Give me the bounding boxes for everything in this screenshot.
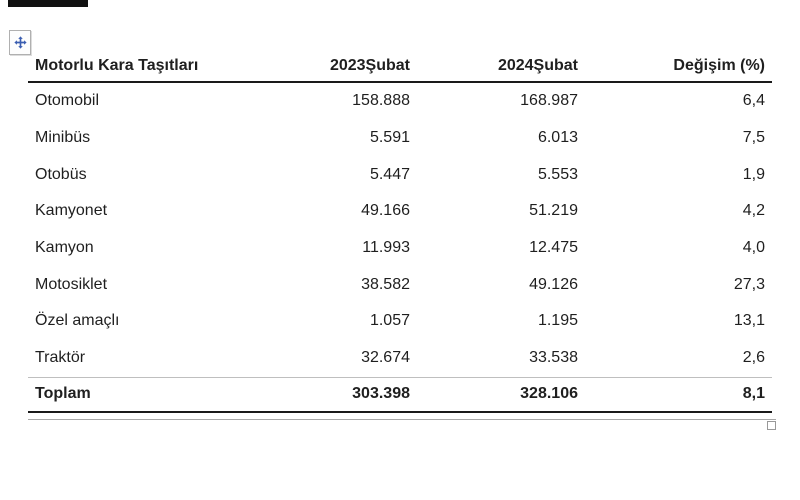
total-feb2023-cell: 303.398 bbox=[218, 376, 410, 413]
feb2023-cell: 32.674 bbox=[361, 349, 410, 367]
table-row: Otobüs 5.447 5.553 1,9 bbox=[28, 156, 772, 193]
table-row: Motosiklet 38.582 49.126 27,3 bbox=[28, 266, 772, 303]
table-move-handle[interactable] bbox=[9, 30, 31, 55]
feb2024-cell: 6.013 bbox=[537, 129, 578, 147]
feb2024-cell: 168.987 bbox=[520, 92, 578, 110]
change-cell: 7,5 bbox=[742, 129, 765, 147]
vehicle-name-cell: Kamyonet bbox=[35, 202, 108, 220]
feb2024-cell: 51.219 bbox=[529, 202, 578, 220]
change-cell: 2,6 bbox=[742, 349, 765, 367]
vehicle-name-cell: Minibüs bbox=[35, 129, 91, 147]
total-label-cell: Toplam bbox=[28, 376, 218, 413]
table-resize-handle[interactable] bbox=[767, 421, 776, 430]
top-edge-artifact bbox=[8, 0, 88, 7]
feb2023-cell: 1.057 bbox=[369, 312, 410, 330]
change-cell: 13,1 bbox=[733, 312, 765, 330]
change-cell: 1,9 bbox=[742, 165, 765, 183]
vehicle-name-cell: Kamyon bbox=[35, 239, 94, 257]
vehicle-name-cell: Traktör bbox=[35, 349, 86, 367]
table-row: Kamyonet 49.166 51.219 4,2 bbox=[28, 193, 772, 230]
feb2023-cell: 11.993 bbox=[362, 239, 410, 257]
table-outer-bottom-rule bbox=[28, 419, 776, 420]
column-header-feb2024: 2024Şubat bbox=[410, 57, 578, 83]
feb2023-cell: 5.447 bbox=[369, 165, 410, 183]
feb2024-cell: 5.553 bbox=[537, 165, 578, 183]
change-cell: 6,4 bbox=[742, 92, 765, 110]
table-header-row: Motorlu Kara Taşıtları 2023Şubat 2024Şub… bbox=[28, 57, 772, 83]
feb2024-cell: 49.126 bbox=[529, 275, 578, 293]
table-row: Traktör 32.674 33.538 2,6 bbox=[28, 340, 772, 377]
change-cell: 27,3 bbox=[733, 275, 765, 293]
feb2023-cell: 158.888 bbox=[352, 92, 410, 110]
feb2024-cell: 12.475 bbox=[529, 239, 578, 257]
total-feb2024-cell: 328.106 bbox=[410, 376, 578, 413]
column-header-change: Değişim (%) bbox=[578, 57, 772, 83]
vehicle-name-cell: Otobüs bbox=[35, 165, 87, 183]
feb2023-cell: 38.582 bbox=[361, 275, 410, 293]
vehicle-name-cell: Otomobil bbox=[35, 92, 100, 110]
change-cell: 4,2 bbox=[742, 202, 765, 220]
total-change-cell: 8,1 bbox=[578, 376, 772, 413]
vehicle-name-cell: Özel amaçlı bbox=[35, 312, 120, 330]
column-header-vehicle-type: Motorlu Kara Taşıtları bbox=[28, 57, 218, 83]
feb2024-cell: 33.538 bbox=[529, 349, 578, 367]
feb2023-cell: 49.166 bbox=[361, 202, 410, 220]
table-total-row: Toplam 303.398 328.106 8,1 bbox=[28, 376, 772, 413]
vehicle-name-cell: Motosiklet bbox=[35, 275, 108, 293]
change-cell: 4,0 bbox=[742, 239, 765, 257]
table-row: Minibüs 5.591 6.013 7,5 bbox=[28, 120, 772, 157]
move-icon bbox=[13, 36, 27, 49]
vehicle-statistics-table: Motorlu Kara Taşıtları 2023Şubat 2024Şub… bbox=[28, 57, 772, 413]
feb2024-cell: 1.195 bbox=[537, 312, 578, 330]
table-row: Kamyon 11.993 12.475 4,0 bbox=[28, 230, 772, 267]
feb2023-cell: 5.591 bbox=[369, 129, 410, 147]
column-header-feb2023: 2023Şubat bbox=[218, 57, 410, 83]
table-row: Otomobil 158.888 168.987 6,4 bbox=[28, 82, 772, 120]
table-row: Özel amaçlı 1.057 1.195 13,1 bbox=[28, 303, 772, 340]
